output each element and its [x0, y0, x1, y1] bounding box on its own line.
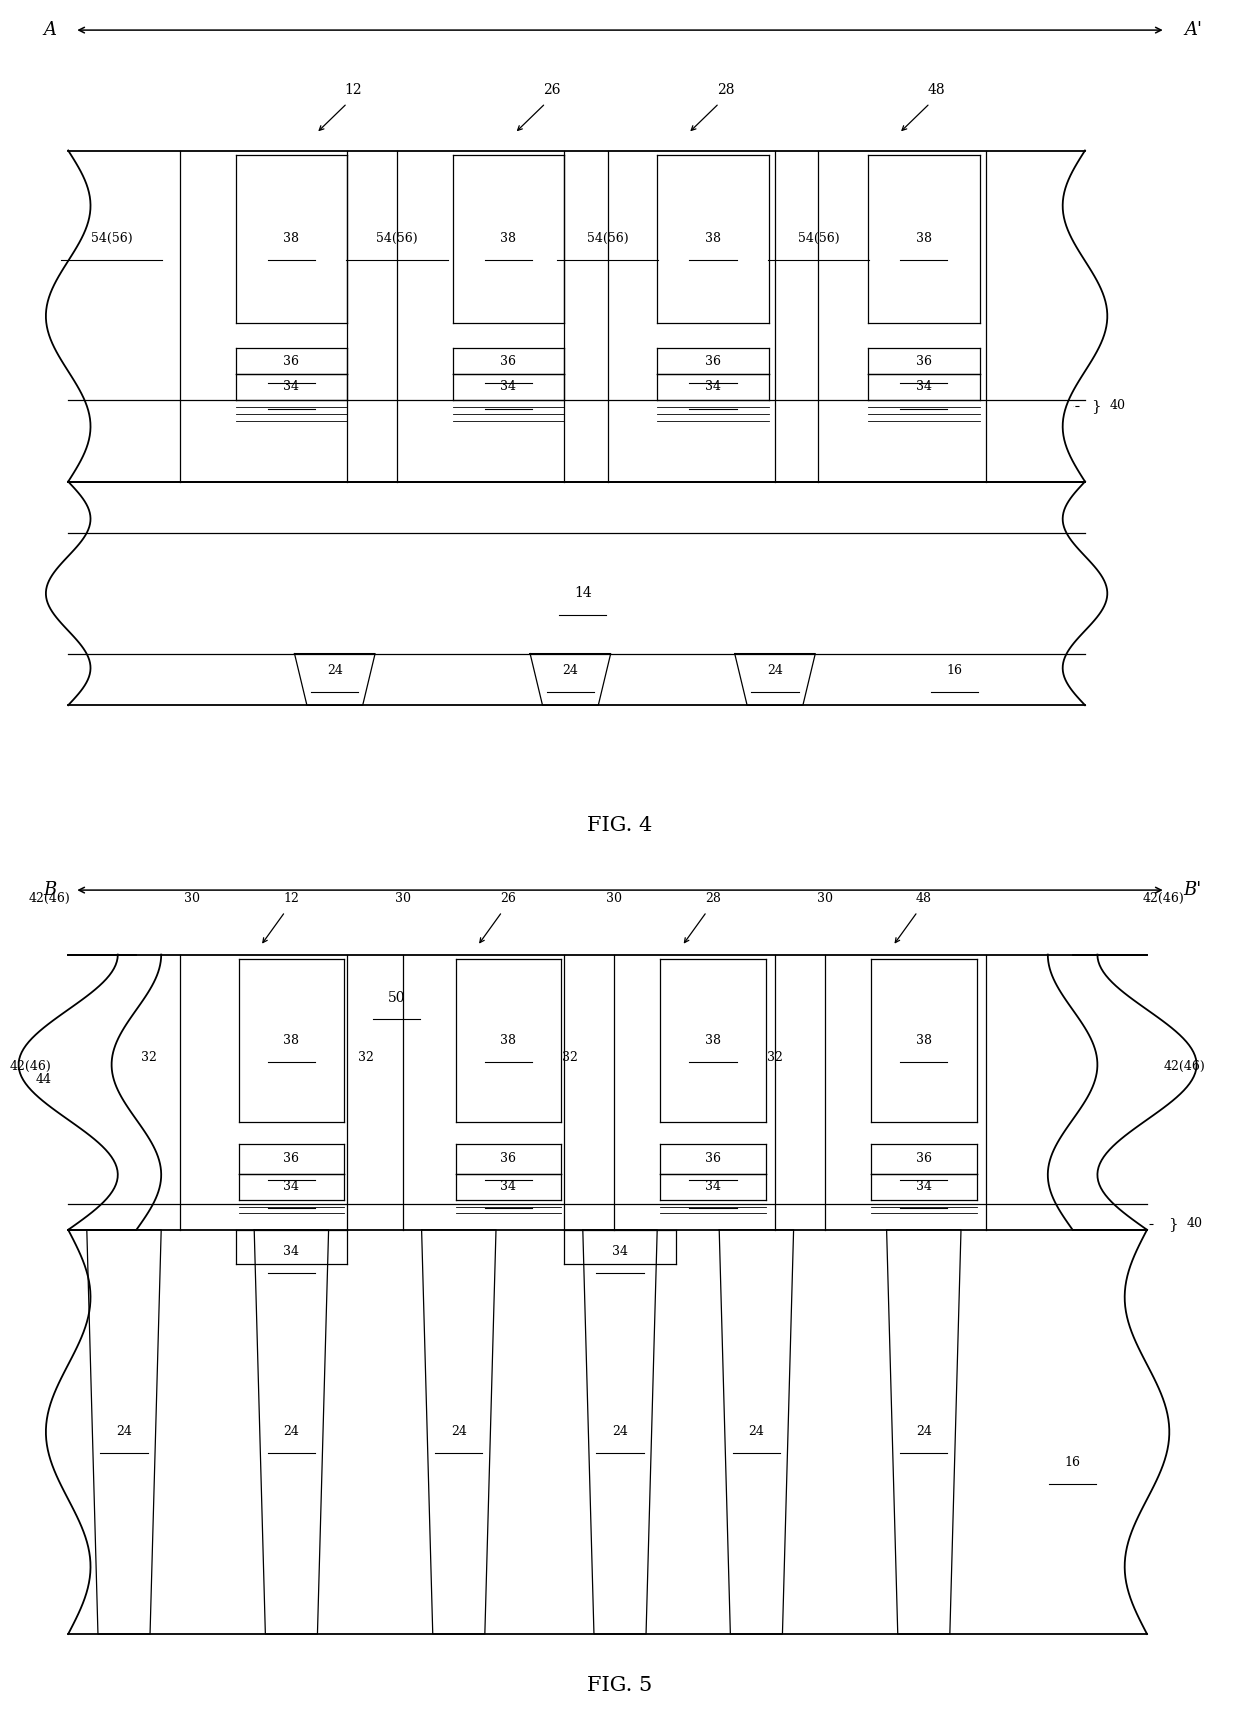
- Text: 34: 34: [284, 1180, 299, 1194]
- Text: 26: 26: [501, 893, 516, 905]
- Text: 24: 24: [916, 1426, 931, 1438]
- Text: 36: 36: [706, 1152, 720, 1166]
- Text: 30: 30: [606, 893, 621, 905]
- Text: 36: 36: [916, 1152, 931, 1166]
- Text: 38: 38: [284, 232, 299, 246]
- Text: 36: 36: [706, 354, 720, 368]
- Text: 54(56): 54(56): [91, 232, 133, 246]
- Text: 42(46): 42(46): [1163, 1060, 1205, 1073]
- Text: 32: 32: [768, 1051, 782, 1065]
- Text: 38: 38: [501, 1034, 516, 1047]
- Text: 34: 34: [284, 380, 299, 394]
- Text: 44: 44: [36, 1073, 51, 1085]
- Text: 24: 24: [749, 1426, 764, 1438]
- Text: 38: 38: [916, 1034, 931, 1047]
- Text: 48: 48: [928, 83, 945, 98]
- Text: 54(56): 54(56): [376, 232, 418, 246]
- Text: }: }: [1091, 399, 1101, 413]
- Text: 24: 24: [284, 1426, 299, 1438]
- Text: 34: 34: [284, 1245, 299, 1257]
- Text: 38: 38: [284, 1034, 299, 1047]
- Text: 32: 32: [563, 1051, 578, 1065]
- Text: 34: 34: [916, 1180, 931, 1194]
- Text: 38: 38: [706, 1034, 720, 1047]
- Text: 48: 48: [916, 893, 931, 905]
- Text: 24: 24: [768, 664, 782, 678]
- Text: 30: 30: [185, 893, 200, 905]
- Text: 32: 32: [141, 1051, 156, 1065]
- Text: 36: 36: [284, 1152, 299, 1166]
- Text: 24: 24: [563, 664, 578, 678]
- Text: 36: 36: [501, 354, 516, 368]
- Text: 50: 50: [388, 991, 405, 1004]
- Text: }: }: [1168, 1216, 1178, 1232]
- Text: A': A': [1184, 21, 1202, 40]
- Text: FIG. 4: FIG. 4: [588, 815, 652, 836]
- Text: 24: 24: [613, 1426, 627, 1438]
- Text: 40: 40: [1187, 1218, 1203, 1230]
- Text: A: A: [43, 21, 56, 40]
- Text: 34: 34: [501, 1180, 516, 1194]
- Text: 12: 12: [284, 893, 299, 905]
- Text: B': B': [1184, 881, 1202, 900]
- Text: 42(46): 42(46): [1142, 893, 1184, 905]
- Text: B: B: [43, 881, 56, 900]
- Text: 30: 30: [817, 893, 832, 905]
- Text: 26: 26: [543, 83, 560, 98]
- Text: 32: 32: [358, 1051, 373, 1065]
- Text: 34: 34: [501, 380, 516, 394]
- Text: 38: 38: [706, 232, 720, 246]
- Text: 54(56): 54(56): [797, 232, 839, 246]
- Text: 34: 34: [613, 1245, 627, 1257]
- Text: 34: 34: [706, 380, 720, 394]
- Text: 28: 28: [717, 83, 734, 98]
- Text: 28: 28: [706, 893, 720, 905]
- Text: 36: 36: [284, 354, 299, 368]
- Text: 30: 30: [396, 893, 410, 905]
- Text: FIG. 5: FIG. 5: [588, 1675, 652, 1696]
- Text: 16: 16: [947, 664, 962, 678]
- Text: 24: 24: [117, 1426, 131, 1438]
- Text: 40: 40: [1110, 399, 1126, 413]
- Text: 34: 34: [916, 380, 931, 394]
- Text: 36: 36: [501, 1152, 516, 1166]
- Text: 36: 36: [916, 354, 931, 368]
- Text: 42(46): 42(46): [10, 1060, 52, 1073]
- Text: 16: 16: [1065, 1455, 1080, 1469]
- Text: 54(56): 54(56): [587, 232, 629, 246]
- Text: 42(46): 42(46): [29, 893, 71, 905]
- Text: 38: 38: [501, 232, 516, 246]
- Text: 24: 24: [451, 1426, 466, 1438]
- Text: 24: 24: [327, 664, 342, 678]
- Text: 38: 38: [916, 232, 931, 246]
- Text: 14: 14: [574, 587, 591, 600]
- Text: 34: 34: [706, 1180, 720, 1194]
- Text: 12: 12: [345, 83, 362, 98]
